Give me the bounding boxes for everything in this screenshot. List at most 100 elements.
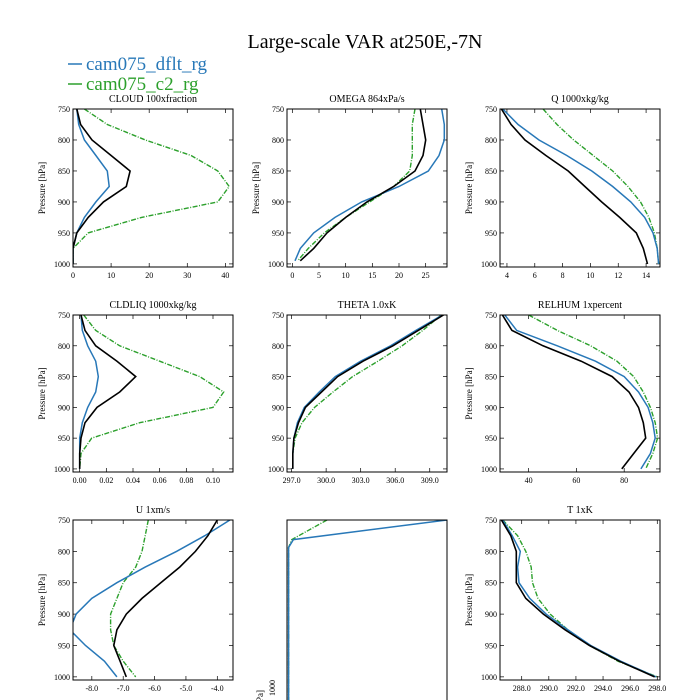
panel-title: Q 1000xkg/kg (551, 94, 609, 105)
x-tick-label: 10 (107, 271, 115, 280)
x-tick-label: 292.0 (567, 684, 585, 693)
plot-frame (72, 314, 234, 473)
y-tick-label: 950 (272, 434, 284, 443)
y-tick-label: 850 (485, 167, 497, 176)
y-tick-label: 750 (485, 105, 497, 114)
x-tick-label: -7.0 (117, 684, 130, 693)
x-tick-label: 0.00 (73, 476, 87, 485)
x-tick-label: 0.08 (179, 476, 193, 485)
y-tick-label: 800 (272, 136, 284, 145)
plot-frame (499, 314, 661, 473)
y-tick-label: 900 (485, 610, 497, 619)
y-tick-label: 900 (58, 403, 70, 412)
y-tick-label: 900 (272, 403, 284, 412)
x-tick-label: 60 (572, 476, 580, 485)
x-tick-label: 296.0 (621, 684, 639, 693)
x-tick-label: -6.0 (148, 684, 161, 693)
y-tick-label: 750 (58, 311, 70, 320)
series-line-blue (287, 520, 447, 700)
series-line-blue (294, 109, 446, 262)
panel-5: THETA 1.0xK 750 800 850 900 950 1000 297.0 300.0… (268, 300, 448, 485)
y-tick-label: 950 (485, 434, 497, 443)
series-line-green (292, 315, 442, 469)
panel-9: T 1xK Pressure [hPa] 750 800 850 900 950 1000 28… (464, 505, 666, 693)
x-tick-label: 0.04 (126, 476, 140, 485)
series-line-black (500, 109, 649, 265)
x-tick-label: 0 (71, 271, 75, 280)
y-tick-label: 850 (272, 167, 284, 176)
y-axis-label: Pressure [hPa] (37, 162, 47, 214)
figure-title: Large-scale VAR at250E,-7N (248, 31, 483, 53)
x-tick-label: 300.0 (317, 476, 335, 485)
x-tick-label: 10 (342, 271, 350, 280)
x-tick-label: 25 (422, 271, 430, 280)
x-tick-label: 294.0 (594, 684, 612, 693)
x-tick-label: 0.10 (206, 476, 220, 485)
series-line-black (78, 315, 137, 469)
x-tick-label: -4.0 (211, 684, 224, 693)
y-tick-label: 900 (485, 198, 497, 207)
x-tick-label: 80 (620, 476, 628, 485)
series-line-blue (73, 520, 231, 678)
series-line-green (528, 315, 659, 470)
series-line-black (112, 520, 218, 678)
y-tick-label: 950 (58, 229, 70, 238)
series-line-green (297, 109, 416, 262)
y-axis-label: Pressure [hPa] (464, 367, 474, 419)
x-tick-label: -5.0 (180, 684, 193, 693)
plot-frame (286, 108, 448, 268)
y-tick-label: 750 (272, 105, 284, 114)
x-tick-label: 298.0 (648, 684, 666, 693)
y-tick-label: 950 (58, 641, 70, 650)
x-tick-label: 5 (317, 271, 321, 280)
y-tick-label: 850 (58, 579, 70, 588)
y-axis-label: Pressure [hPa] (37, 367, 47, 419)
x-tick-label: 20 (395, 271, 403, 280)
y-tick-label: 1000 (268, 260, 284, 269)
panel-7: U 1xm/s Pressure [hPa] 750 800 850 900 950 1000… (37, 505, 234, 693)
y-tick-label: 800 (272, 342, 284, 351)
panel-4: CLDLIQ 1000xkg/kg Pressure [hPa] 750 800 850… (37, 300, 234, 485)
x-tick-label: 306.0 (386, 476, 404, 485)
panel-title: OMEGA 864xPa/s (329, 94, 404, 105)
plot-frame (499, 108, 661, 268)
series-line-green (287, 520, 328, 700)
y-tick-label: 1000 (268, 465, 284, 474)
plot-frame (72, 108, 234, 268)
y-tick-label: 950 (485, 229, 497, 238)
legend: cam075_dflt_rg cam075_c2_rg (68, 54, 208, 95)
series-line-black (501, 315, 647, 470)
panel-2: OMEGA 864xPa/s Pressure [hPa] 750 800 850 900… (251, 94, 448, 280)
panel-1: CLOUD 100xfraction Pressure [hPa] 750 800 85… (37, 94, 234, 280)
y-tick-label: 1000 (54, 260, 70, 269)
x-tick-label: 12 (614, 271, 622, 280)
y-tick-label: 750 (58, 105, 70, 114)
series-line-green (79, 315, 225, 469)
y-tick-label: 950 (58, 434, 70, 443)
y-tick-label: 800 (485, 342, 497, 351)
x-tick-label: 8 (561, 271, 565, 280)
x-tick-label: 30 (183, 271, 191, 280)
y-axis-label: Pressure [hPa] (251, 162, 261, 214)
x-tick-label: 297.0 (283, 476, 301, 485)
y-tick-label: 750 (272, 311, 284, 320)
y-tick-label: 850 (272, 373, 284, 382)
panel-title: RELHUM 1xpercent (538, 300, 622, 311)
x-tick-label: 0.06 (153, 476, 167, 485)
y-axis-label: Pressure [hPa] (464, 574, 474, 626)
series-line-blue (502, 109, 660, 264)
y-tick-label: 1000 (54, 673, 70, 682)
x-tick-label: 15 (368, 271, 376, 280)
y-tick-label: 800 (58, 342, 70, 351)
series-line-green (73, 109, 231, 264)
plot-frame (499, 519, 661, 681)
series-line-blue (504, 315, 656, 470)
y-axis-label: Pressure [hPa] (37, 574, 47, 626)
panel-title: CLOUD 100xfraction (109, 94, 197, 105)
y-tick-label: 750 (485, 311, 497, 320)
y-tick-label: 900 (58, 198, 70, 207)
series-line-black (291, 315, 444, 469)
plot-frame (72, 519, 234, 681)
